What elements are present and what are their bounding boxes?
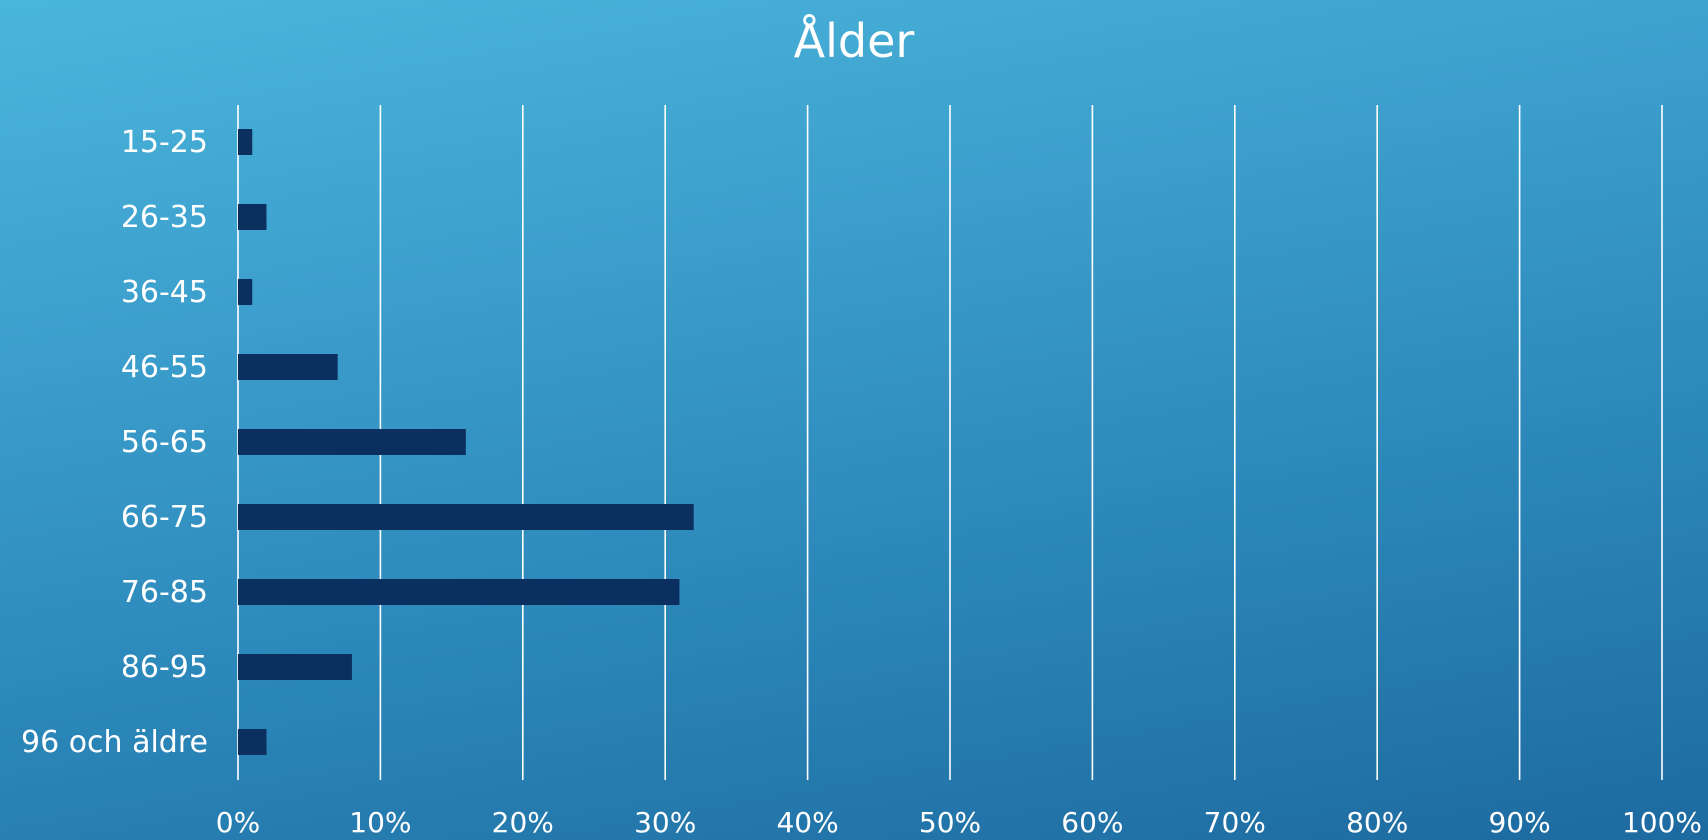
x-tick-label: 70% bbox=[1204, 806, 1266, 839]
category-label: 66-75 bbox=[121, 500, 208, 535]
category-label: 15-25 bbox=[121, 125, 208, 160]
category-label: 26-35 bbox=[121, 200, 208, 235]
chart-title: Ålder bbox=[793, 14, 915, 68]
x-tick-label: 30% bbox=[634, 806, 696, 839]
bar bbox=[238, 579, 680, 605]
x-tick-label: 40% bbox=[776, 806, 838, 839]
bar bbox=[238, 354, 338, 380]
category-label: 96 och äldre bbox=[21, 725, 208, 760]
x-tick-labels: 0% 10% 20% 30% 40% 50% 60% 70% 80% 90% 100% bbox=[216, 806, 1702, 839]
bar bbox=[238, 129, 253, 155]
x-tick-label: 20% bbox=[492, 806, 554, 839]
bar bbox=[238, 279, 253, 305]
x-tick-label: 10% bbox=[349, 806, 411, 839]
bar bbox=[238, 429, 466, 455]
category-label: 36-45 bbox=[121, 275, 208, 310]
x-tick-label: 50% bbox=[919, 806, 981, 839]
category-label: 86-95 bbox=[121, 650, 208, 685]
bar bbox=[238, 504, 694, 530]
x-tick-label: 80% bbox=[1346, 806, 1408, 839]
category-label: 46-55 bbox=[121, 350, 208, 385]
x-tick-label: 60% bbox=[1061, 806, 1123, 839]
bars bbox=[238, 129, 694, 755]
bar bbox=[238, 729, 267, 755]
category-label: 56-65 bbox=[121, 425, 208, 460]
bar bbox=[238, 204, 267, 230]
x-tick-label: 90% bbox=[1488, 806, 1550, 839]
category-labels: 15-25 26-35 36-45 46-55 56-65 66-75 76-85 86-95… bbox=[21, 125, 208, 760]
x-tick-label: 100% bbox=[1622, 806, 1702, 839]
x-tick-label: 0% bbox=[216, 806, 260, 839]
bar bbox=[238, 654, 352, 680]
category-label: 76-85 bbox=[121, 575, 208, 610]
